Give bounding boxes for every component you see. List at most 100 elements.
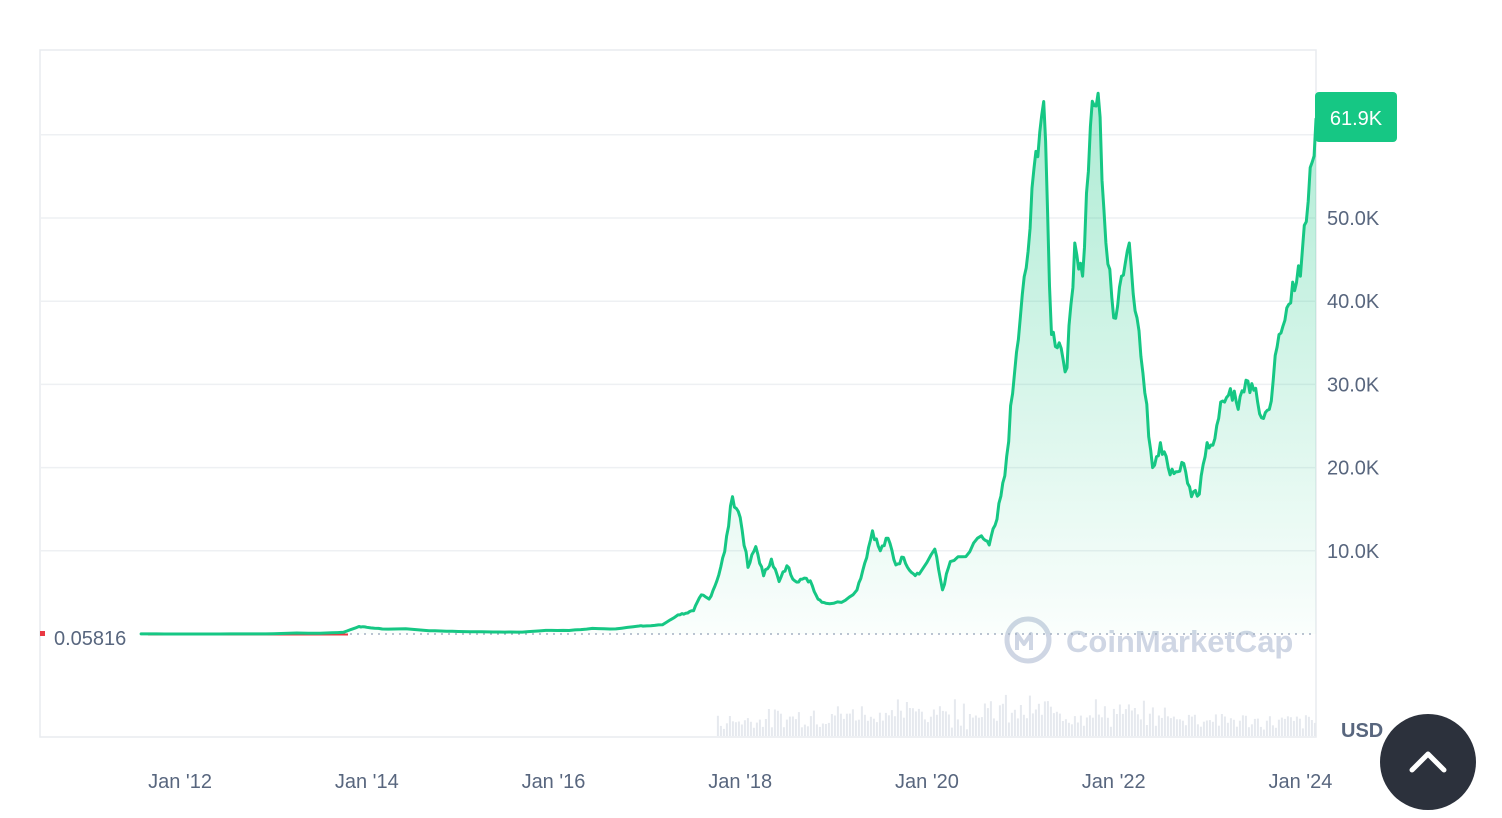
- volume-bar: [788, 716, 791, 736]
- volume-bar: [1082, 725, 1085, 736]
- volume-bar: [1127, 704, 1130, 736]
- chevron-up-icon: [1409, 751, 1447, 773]
- volume-bar: [785, 719, 788, 736]
- volume-bar: [1205, 720, 1208, 736]
- volume-bar: [1265, 720, 1268, 736]
- volume-bar: [1241, 715, 1244, 736]
- volume-bar: [854, 720, 857, 736]
- volume-bar: [764, 719, 767, 736]
- volume-bar: [968, 714, 971, 736]
- volume-bar: [935, 714, 938, 736]
- volume-bar: [1223, 716, 1226, 736]
- volume-bar: [731, 721, 734, 736]
- volume-bar: [1238, 720, 1241, 736]
- volume-bar: [932, 709, 935, 736]
- volume-bar: [1187, 714, 1190, 736]
- volume-bar: [782, 727, 785, 736]
- volume-bar: [1031, 713, 1034, 736]
- volume-bar: [1130, 710, 1133, 736]
- volume-bar: [851, 709, 854, 736]
- price-line: [139, 91, 1318, 636]
- volume-bar: [869, 716, 872, 736]
- volume-bar: [806, 726, 809, 736]
- volume-bar: [1247, 727, 1250, 736]
- baseline-value-label: 0.05816: [54, 628, 126, 650]
- volume-bar: [800, 727, 803, 736]
- volume-bar: [950, 727, 953, 736]
- volume-bar: [1172, 716, 1175, 736]
- volume-bar: [1001, 703, 1004, 736]
- volume-bar: [1175, 719, 1178, 736]
- volume-bar: [914, 711, 917, 736]
- volume-bar: [1301, 728, 1304, 736]
- volume-bar: [884, 712, 887, 736]
- volume-bars: [716, 694, 1316, 736]
- volume-bar: [1028, 695, 1031, 736]
- volume-bar: [1160, 717, 1163, 736]
- baseline-marker: [40, 631, 45, 636]
- volume-bar: [881, 720, 884, 736]
- volume-bar: [743, 720, 746, 736]
- volume-bar: [1163, 707, 1166, 736]
- volume-bar: [998, 705, 1001, 736]
- volume-bar: [1121, 713, 1124, 736]
- volume-bar: [752, 727, 755, 736]
- volume-bar: [734, 722, 737, 736]
- volume-bar: [890, 710, 893, 736]
- volume-bar: [1166, 716, 1169, 736]
- volume-bar: [875, 722, 878, 736]
- volume-bar: [944, 711, 947, 736]
- volume-bar: [1070, 724, 1073, 736]
- volume-bar: [1286, 716, 1289, 736]
- volume-bar: [965, 729, 968, 736]
- volume-bar: [1091, 717, 1094, 736]
- volume-bar: [719, 725, 722, 736]
- volume-bar: [1112, 708, 1115, 736]
- volume-bar: [953, 699, 956, 736]
- volume-bar: [974, 715, 977, 736]
- volume-bar: [1190, 716, 1193, 736]
- volume-bar: [956, 719, 959, 736]
- volume-bar: [1232, 719, 1235, 736]
- volume-bar: [1004, 694, 1007, 736]
- y-tick-label: 10.0K: [1327, 541, 1380, 563]
- volume-bar: [959, 725, 962, 736]
- volume-bar: [1142, 700, 1145, 736]
- volume-bar: [737, 721, 740, 736]
- volume-bar: [1139, 719, 1142, 736]
- volume-bar: [1217, 725, 1220, 736]
- volume-bar: [992, 718, 995, 736]
- volume-bar: [857, 719, 860, 736]
- price-area: [141, 93, 1317, 634]
- volume-bar: [830, 714, 833, 736]
- volume-bar: [938, 706, 941, 736]
- x-tick-label: Jan '16: [522, 771, 586, 793]
- volume-bar: [899, 710, 902, 736]
- volume-bar: [1307, 716, 1310, 736]
- volume-bar: [746, 718, 749, 736]
- volume-bar: [1289, 717, 1292, 736]
- volume-bar: [842, 718, 845, 736]
- volume-bar: [1184, 725, 1187, 736]
- volume-bar: [1055, 711, 1058, 736]
- volume-bar: [1271, 725, 1274, 736]
- volume-bar: [1133, 708, 1136, 736]
- volume-bar: [1208, 720, 1211, 736]
- y-tick-label: 30.0K: [1327, 374, 1380, 396]
- volume-bar: [776, 710, 779, 736]
- volume-bar: [887, 715, 890, 736]
- scroll-to-top-button[interactable]: [1380, 714, 1476, 810]
- volume-bar: [836, 706, 839, 736]
- volume-bar: [839, 713, 842, 736]
- volume-bar: [722, 728, 725, 736]
- volume-bar: [1037, 703, 1040, 736]
- volume-bar: [977, 717, 980, 736]
- y-tick-label: 40.0K: [1327, 291, 1380, 313]
- volume-bar: [770, 727, 773, 736]
- volume-bar: [983, 703, 986, 736]
- volume-bar: [1109, 726, 1112, 736]
- volume-bar: [1115, 714, 1118, 736]
- volume-bar: [797, 712, 800, 736]
- currency-label: USD: [1341, 720, 1383, 742]
